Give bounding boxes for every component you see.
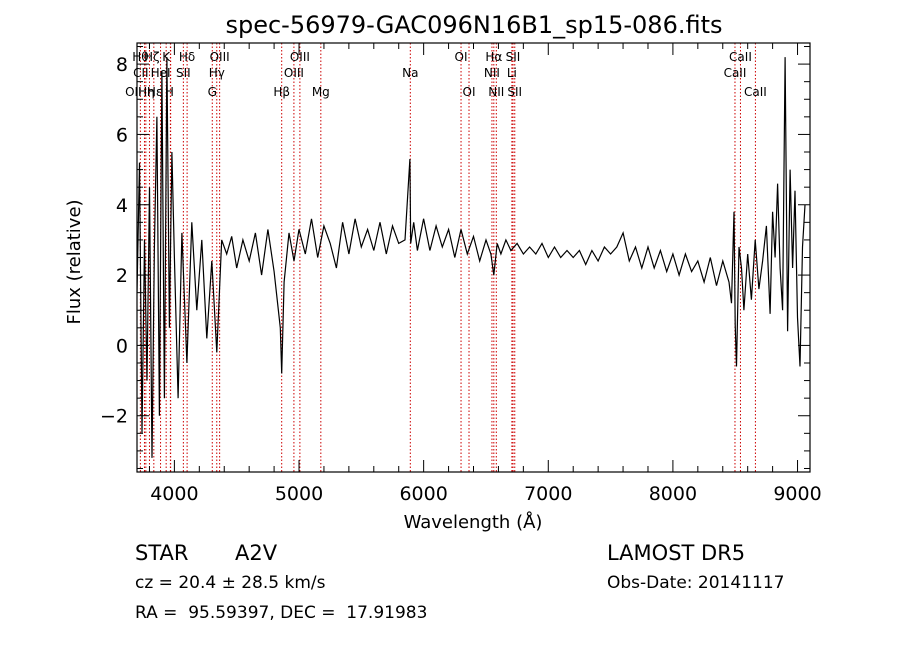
line-label: OIII — [290, 50, 310, 64]
x-axis: 4000 5000 6000 7000 8000 9000 — [148, 43, 822, 505]
y-tick-label: 0 — [116, 335, 128, 357]
line-label: HeI — [151, 66, 171, 80]
line-label: Mg — [312, 85, 330, 99]
line-labels: OIIHθCIIHηHζHeIKHHεSIIHδGHγOIIIHβOIIIOII… — [125, 50, 767, 99]
x-tick-label: 5000 — [275, 483, 323, 505]
line-label: CaII — [729, 50, 752, 64]
survey-label: LAMOST DR5 — [607, 541, 746, 565]
plot-frame — [136, 42, 811, 473]
spectrum-line — [137, 57, 806, 458]
x-tick-label: 9000 — [773, 483, 821, 505]
line-label: NII — [484, 66, 500, 80]
spectral-subclass: A2V — [235, 541, 278, 565]
line-label: CaII — [744, 85, 767, 99]
y-tick-label: 8 — [116, 54, 128, 76]
line-label: SII — [507, 85, 522, 99]
line-label: Hγ — [209, 66, 225, 80]
line-label: G — [208, 85, 217, 99]
y-tick-label: 4 — [116, 195, 128, 217]
line-label: Hα — [485, 50, 502, 64]
line-label: Li — [507, 66, 517, 80]
y-tick-label: 6 — [116, 124, 128, 146]
line-label: Hη — [138, 85, 155, 99]
line-label: OIII — [284, 66, 304, 80]
chart-title: spec-56979-GAC096N16B1_sp15-086.fits — [225, 11, 722, 39]
obs-date: Obs-Date: 20141117 — [607, 573, 785, 593]
line-label: Hβ — [273, 85, 290, 99]
line-label: Hζ — [144, 50, 160, 64]
x-tick-label: 8000 — [649, 483, 697, 505]
line-label: NII — [488, 85, 504, 99]
line-label: Hδ — [179, 50, 195, 64]
redshift-info: cz = 20.4 ± 28.5 km/s — [135, 573, 326, 593]
line-label: SII — [506, 50, 521, 64]
line-label: OIII — [210, 50, 230, 64]
line-label: CII — [133, 66, 148, 80]
line-label: K — [162, 50, 171, 64]
line-label: OI — [455, 50, 468, 64]
line-markers — [139, 43, 756, 472]
line-label: Hε — [147, 85, 163, 99]
line-label: CaII — [724, 66, 747, 80]
line-label: Na — [402, 66, 418, 80]
line-label: OI — [463, 85, 476, 99]
x-tick-label: 7000 — [524, 483, 572, 505]
x-tick-label: 4000 — [150, 483, 198, 505]
line-label: Hθ — [132, 50, 148, 64]
x-axis-label: Wavelength (Å) — [404, 511, 543, 533]
y-tick-label: 2 — [116, 265, 128, 287]
line-label: SII — [176, 66, 191, 80]
coordinates-info: RA = 95.59397, DEC = 17.91983 — [135, 603, 428, 623]
object-class: STAR — [135, 541, 189, 565]
line-label: H — [165, 85, 174, 99]
x-tick-label: 6000 — [399, 483, 447, 505]
y-tick-label: −2 — [100, 406, 128, 428]
y-axis: −2 0 2 4 6 8 — [100, 46, 810, 469]
y-axis-label: Flux (relative) — [64, 199, 85, 324]
